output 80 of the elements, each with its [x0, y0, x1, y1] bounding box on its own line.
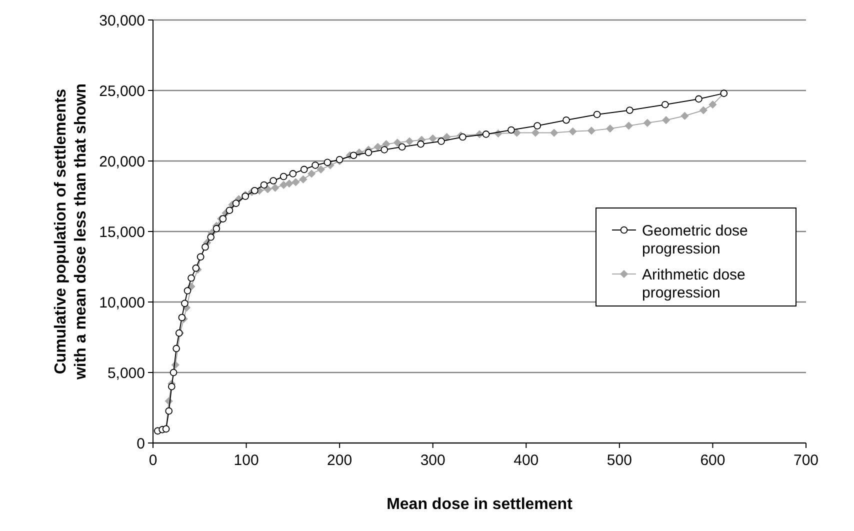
point	[300, 166, 308, 174]
point	[661, 100, 669, 108]
point	[699, 106, 708, 114]
point	[312, 162, 319, 169]
point	[643, 118, 652, 127]
y-tick-label: 0	[136, 435, 145, 452]
y-tick-label: 5,000	[107, 364, 145, 382]
point	[280, 180, 288, 190]
point	[624, 122, 633, 130]
y-tick-label: 20,000	[99, 153, 145, 170]
point	[172, 344, 180, 352]
point	[285, 180, 294, 188]
point	[587, 126, 596, 135]
point	[350, 152, 358, 160]
y-tick-label: 10,000	[99, 294, 145, 312]
point	[260, 181, 268, 189]
point	[374, 142, 382, 151]
x-tick-label: 400	[514, 452, 539, 469]
point	[207, 233, 214, 241]
point	[482, 130, 490, 138]
point	[168, 382, 176, 390]
point	[324, 158, 332, 166]
point	[280, 172, 288, 180]
point	[165, 407, 173, 415]
x-axis-title: Mean dose in settlement	[386, 496, 574, 513]
point	[184, 287, 192, 294]
point	[271, 184, 280, 192]
point	[568, 127, 577, 136]
point	[202, 243, 209, 251]
point	[289, 170, 297, 178]
point	[380, 146, 388, 154]
point	[292, 178, 300, 186]
point	[226, 206, 234, 214]
point	[181, 300, 188, 308]
x-tick-label: 700	[793, 452, 819, 469]
x-tick-label: 0	[148, 452, 158, 469]
point	[695, 95, 702, 103]
x-tick-label: 500	[606, 452, 632, 469]
point	[270, 177, 277, 184]
point	[251, 186, 258, 194]
point	[626, 106, 634, 114]
point	[534, 122, 541, 130]
point	[170, 368, 178, 376]
point	[562, 116, 570, 124]
point	[299, 175, 308, 184]
point	[308, 170, 316, 178]
point	[438, 138, 445, 145]
x-tick-label: 200	[327, 452, 352, 469]
point	[188, 274, 195, 282]
y-axis-title: Cumulative population of settlements with a mean dose less than that shown	[52, 83, 90, 381]
point	[417, 140, 424, 148]
point	[364, 148, 372, 156]
x-tick-label: 600	[700, 452, 726, 469]
point	[232, 200, 240, 207]
point	[606, 124, 614, 133]
point	[680, 112, 689, 120]
point	[398, 143, 406, 151]
point	[212, 225, 220, 232]
point	[382, 140, 390, 148]
point	[662, 116, 670, 124]
y-tick-label: 30,000	[99, 12, 145, 30]
point	[442, 132, 451, 142]
point	[428, 134, 437, 142]
point	[393, 138, 402, 147]
point	[593, 110, 601, 118]
point	[512, 128, 521, 137]
point	[316, 165, 325, 174]
point	[405, 137, 414, 146]
y-tick-label: 25,000	[99, 82, 145, 100]
legend-label: Arithmetic dose progression	[642, 266, 746, 302]
x-tick-label: 100	[234, 452, 259, 469]
point	[550, 128, 558, 137]
point	[508, 126, 515, 134]
y-tick-label: 15,000	[99, 224, 145, 241]
point	[708, 100, 717, 109]
legend-label: Geometric dose progression	[642, 222, 748, 258]
point	[459, 133, 466, 141]
x-tick-label: 300	[420, 452, 446, 469]
point	[264, 185, 272, 194]
point	[531, 128, 540, 137]
